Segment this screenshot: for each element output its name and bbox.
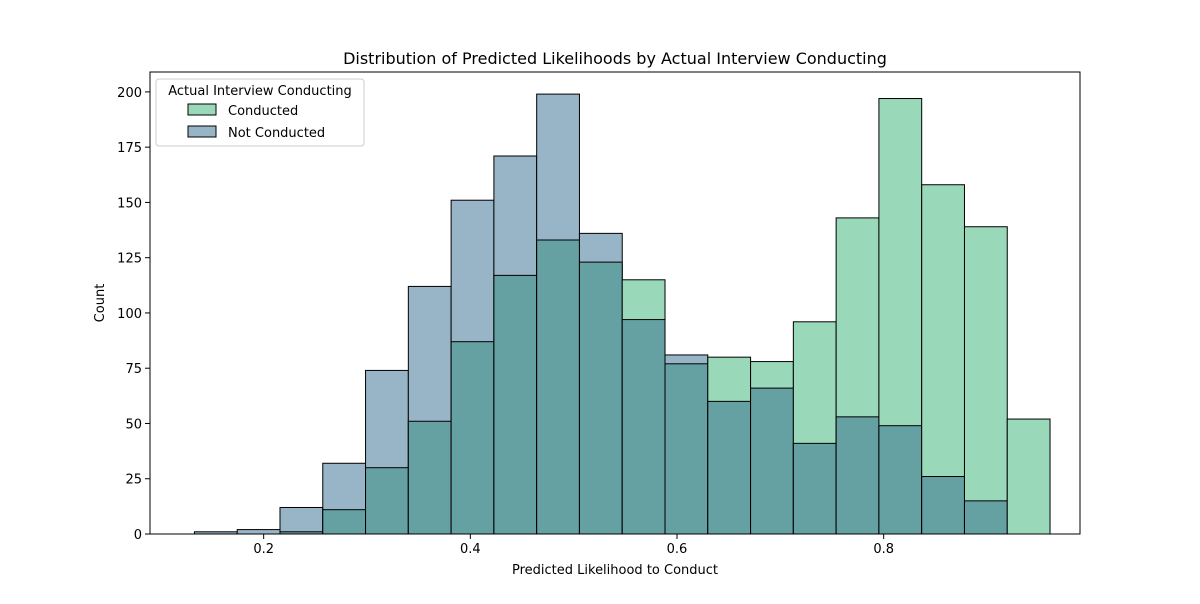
- y-tick-label: 75: [125, 362, 142, 377]
- legend-label-not-conducted: Not Conducted: [228, 126, 325, 141]
- bar-overlap-bin-6: [450, 341, 495, 535]
- x-tick-label: 0.4: [460, 542, 481, 557]
- bar-overlap-bin-13: [750, 387, 794, 535]
- bar-overlap-bin-17: [921, 476, 965, 535]
- bar-overlap-bin-3: [322, 509, 367, 535]
- bar-overlap-bin-5: [407, 420, 452, 535]
- y-tick-label: 25: [125, 473, 142, 488]
- bar-overlap-bin-14: [792, 442, 837, 535]
- chart-title: Distribution of Predicted Likelihoods by…: [343, 49, 887, 68]
- bar-overlap-bin-15: [835, 416, 880, 535]
- bar-overlap-bin-9: [578, 261, 623, 535]
- bar-overlap-bin-10: [621, 319, 666, 535]
- legend: Actual Interview Conducting Conducted No…: [155, 78, 365, 147]
- plot-frame: [149, 71, 1081, 535]
- legend-swatch-conducted: [187, 103, 217, 116]
- bar-conducted-bin-18: [963, 226, 1008, 535]
- bar-overlap-bin-8: [536, 239, 580, 535]
- legend-swatch-not-conducted: [187, 125, 217, 138]
- y-tick-label: 0: [134, 528, 142, 543]
- y-tick-label: 100: [117, 307, 142, 322]
- x-tick-label: 0.2: [253, 542, 274, 557]
- x-tick-label: 0.8: [873, 542, 894, 557]
- bar-overlap-bin-16: [878, 425, 923, 535]
- y-axis-ticks: 0 25 50 75 100 125 150 175 200: [117, 86, 150, 543]
- bar-overlap-bin-18: [963, 500, 1008, 535]
- legend-title: Actual Interview Conducting: [168, 84, 352, 99]
- x-axis-ticks: 0.2 0.4 0.6 0.8: [253, 534, 894, 557]
- bar-conducted-bin-19: [1006, 418, 1051, 535]
- bar-not-conducted-bin-1: [236, 529, 281, 535]
- bar-overlap-bin-7: [493, 274, 538, 535]
- bar-not-conducted-bin-2: [279, 506, 324, 535]
- legend-label-conducted: Conducted: [228, 104, 298, 119]
- y-tick-label: 175: [117, 141, 142, 156]
- y-tick-label: 200: [117, 86, 142, 101]
- y-axis-label: Count: [93, 284, 108, 323]
- x-tick-label: 0.6: [667, 542, 688, 557]
- bar-overlap-bin-11: [664, 363, 709, 535]
- y-tick-label: 150: [117, 196, 142, 211]
- x-axis-label: Predicted Likelihood to Conduct: [512, 563, 718, 578]
- bars-layer: [193, 93, 1051, 535]
- bar-overlap-bin-4: [365, 467, 409, 535]
- y-tick-label: 125: [117, 252, 142, 267]
- y-tick-label: 50: [125, 417, 142, 432]
- bar-overlap-bin-12: [707, 400, 752, 535]
